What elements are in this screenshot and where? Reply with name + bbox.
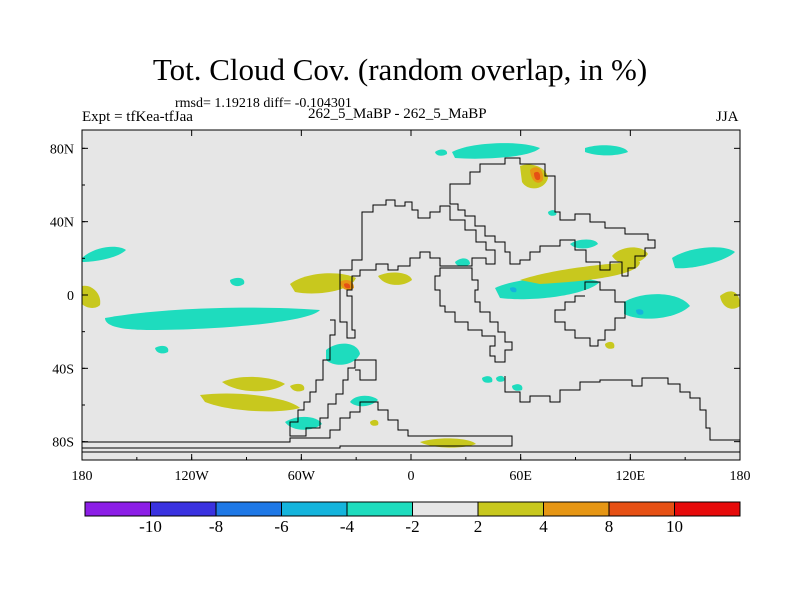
patch-negative [155, 345, 169, 354]
colorbar-label: 4 [539, 517, 548, 536]
patch-negative [326, 343, 360, 365]
patch-positive [605, 341, 615, 349]
patch-negative [455, 258, 470, 267]
colorbar-swatch [477, 501, 544, 517]
patch-negative [585, 145, 628, 156]
patch-negative [482, 376, 493, 383]
coastlines [82, 157, 740, 453]
patch-negative [105, 307, 320, 330]
patch-negative [452, 143, 540, 159]
lat-tick-label: 80N [50, 142, 74, 157]
lon-tick-label: 60W [288, 469, 316, 484]
patch-positive [200, 393, 300, 412]
colorbar-label: -2 [405, 517, 419, 536]
season-label: JJA [716, 109, 739, 125]
patch-positive [612, 247, 648, 265]
lat-tick-label: 40N [50, 216, 74, 231]
lon-tick-label: 180 [72, 469, 93, 484]
lat-tick-label: 0 [67, 289, 74, 304]
coastline-india-asia [554, 281, 626, 347]
patch-negative-mid [636, 309, 644, 315]
patch-positive [82, 285, 101, 308]
lon-tick-label: 60E [509, 469, 532, 484]
colorbar-swatch [281, 501, 348, 517]
coastline-antarctica [82, 401, 513, 449]
colorbar-swatch [84, 501, 151, 517]
patch-positive-high [344, 283, 351, 289]
lat-tick-label: 80S [52, 436, 74, 451]
period-label: 262_5_MaBP - 262_5_MaBP [308, 106, 487, 122]
coastline-north-america [339, 199, 496, 339]
colorbar-label: -6 [274, 517, 288, 536]
longitude-axis: 180 120W 60W 0 60E 120E 180 [72, 130, 751, 484]
lon-tick-label: 120E [616, 469, 646, 484]
patch-negative [548, 210, 557, 216]
patch-negative [435, 149, 448, 156]
patch-negative [350, 395, 378, 407]
colorbar-swatch [150, 501, 217, 517]
patch-positive [370, 419, 379, 426]
coastline-eurasia [449, 157, 656, 277]
patch-negative-mid [510, 287, 517, 293]
patch-positive [420, 438, 476, 448]
colorbar-swatch [674, 501, 741, 517]
patch-negative [495, 277, 600, 300]
patch-negative [285, 416, 322, 430]
colorbar-label: 2 [474, 517, 483, 536]
colorbar-swatch [346, 501, 413, 517]
patch-negative [512, 384, 523, 391]
colorbar-label: -8 [209, 517, 223, 536]
patch-positive-high [534, 171, 541, 181]
lat-tick-label: 40S [52, 362, 74, 377]
lon-tick-label: 120W [175, 469, 210, 484]
lon-tick-label: 0 [408, 469, 415, 484]
coastline-south-america [289, 319, 377, 437]
patch-negative [82, 246, 126, 262]
colorbar-swatch [412, 501, 479, 517]
latitude-axis: 80N 40N 0 40S 80S [50, 142, 740, 451]
patch-negative [496, 375, 505, 382]
colorbar-swatch [215, 501, 282, 517]
patch-positive [378, 272, 412, 285]
colorbar-label: 10 [666, 517, 683, 536]
plot-title: Tot. Cloud Cov. (random overlap, in %) [152, 52, 648, 87]
colorbar: -10 -8 -6 -4 -2 2 4 8 10 [84, 501, 741, 536]
patch-negative [230, 277, 245, 287]
patch-positive [222, 376, 285, 392]
coastline-australia [504, 376, 740, 441]
patch-positive [720, 291, 740, 309]
colorbar-label: -4 [340, 517, 355, 536]
map-background [82, 130, 740, 460]
coastline-africa [434, 267, 513, 363]
lon-tick-label: 180 [730, 469, 751, 484]
colorbar-label: -10 [139, 517, 162, 536]
colorbar-swatch [543, 501, 610, 517]
patch-negative [570, 239, 598, 249]
colorbar-swatch [608, 501, 675, 517]
experiment-label: Expt = tfKea-tfJaa [82, 109, 193, 125]
stats-text: rmsd= 1.19218 diff= -0.104301 [175, 96, 352, 111]
colorbar-label: 8 [605, 517, 614, 536]
patch-negative [672, 247, 735, 269]
patch-positive [290, 383, 305, 392]
